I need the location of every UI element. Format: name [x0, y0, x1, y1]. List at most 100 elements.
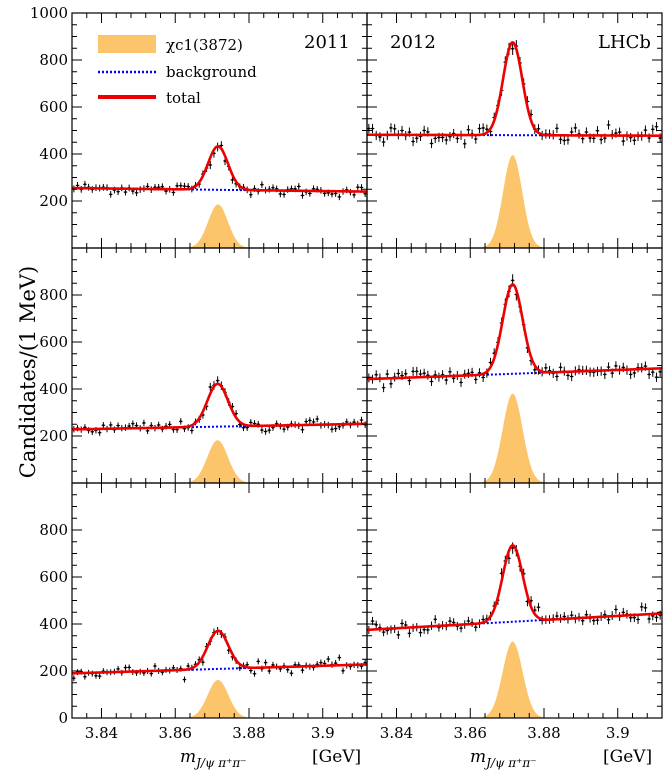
svg-text:mJ/ψ π⁺π⁻: mJ/ψ π⁺π⁻	[180, 747, 247, 770]
data-point	[381, 137, 386, 147]
data-point	[647, 369, 651, 380]
panel-1-0	[72, 376, 367, 483]
experiment-label: LHCb	[598, 32, 651, 53]
year-label-2011: 2011	[304, 32, 350, 53]
data-point	[411, 366, 415, 376]
data-point	[555, 123, 559, 133]
y-tick-label: 800	[39, 521, 68, 539]
legend-signal-swatch	[98, 35, 156, 53]
data-point	[529, 596, 533, 606]
data-point	[127, 664, 131, 671]
data-point	[473, 374, 478, 384]
y-tick-label: 200	[39, 662, 68, 680]
data-point	[396, 369, 401, 378]
data-point	[628, 132, 633, 143]
y-tick-label: 400	[39, 615, 68, 633]
data-point	[101, 422, 106, 429]
data-point	[433, 370, 438, 380]
data-point	[448, 132, 452, 142]
data-point	[643, 125, 648, 135]
data-point	[444, 135, 449, 145]
total-curve	[72, 382, 367, 431]
data-point	[260, 426, 264, 434]
data-point	[462, 139, 467, 149]
data-point	[451, 128, 456, 139]
data-point	[429, 138, 434, 149]
y-tick-label: 1000	[30, 4, 68, 22]
frame-layer: 200 400 600 800 1000 200 400 600 800 0 200 400 600 80…	[30, 4, 663, 727]
data-point	[178, 182, 183, 190]
data-point	[481, 123, 485, 133]
data-point	[134, 422, 139, 429]
legend-signal-label: χc1(3872)	[166, 36, 243, 54]
data-point	[411, 136, 415, 147]
data-point	[407, 629, 412, 638]
data-point	[142, 419, 146, 427]
data-point	[621, 136, 626, 146]
data-point	[267, 426, 272, 434]
data-point	[426, 370, 430, 380]
data-point	[296, 183, 301, 190]
y-axis-title: Candidates/(1 MeV)	[16, 266, 40, 478]
data-point	[359, 416, 364, 424]
data-point	[367, 123, 371, 134]
y-tick-label: 600	[39, 568, 68, 586]
data-point	[569, 371, 574, 382]
data-point	[433, 615, 438, 624]
x-axis-title-left: mJ/ψ π⁺π⁻ [GeV]	[180, 747, 361, 770]
data-point	[547, 366, 552, 376]
data-point	[182, 676, 187, 683]
data-point	[389, 379, 393, 389]
data-points	[367, 39, 662, 149]
data-point	[636, 363, 640, 373]
legend-total-label: total	[166, 89, 201, 107]
data-point	[208, 382, 213, 392]
data-point	[282, 191, 286, 198]
data-point	[389, 123, 393, 133]
signal-area	[367, 393, 662, 483]
data-point	[418, 628, 423, 637]
signal-area	[367, 641, 662, 718]
signal-area	[72, 679, 367, 718]
y-tick-label: 600	[39, 98, 68, 116]
data-point	[97, 673, 102, 680]
x-tick-label: 3.84	[85, 724, 118, 742]
data-point	[544, 363, 548, 373]
data-point	[300, 426, 305, 434]
data-point	[201, 658, 205, 666]
data-points	[367, 542, 662, 640]
data-point	[606, 120, 611, 130]
data-point	[558, 362, 563, 372]
panel-0-1	[367, 39, 662, 248]
data-point	[333, 425, 338, 432]
data-point	[632, 135, 637, 145]
data-point	[647, 614, 651, 624]
data-point	[650, 124, 655, 134]
data-point	[636, 615, 640, 624]
data-point	[108, 421, 113, 429]
panel-2-0	[72, 626, 367, 718]
data-point	[370, 123, 375, 134]
data-point	[97, 429, 102, 436]
data-point	[577, 129, 581, 139]
data-point	[355, 183, 360, 191]
x-axis: 3.84 3.86 3.88 3.9 3.84 3.86 3.88 3.9	[85, 724, 630, 742]
data-point	[396, 630, 401, 640]
y-tick-label: 200	[39, 427, 68, 445]
data-point	[639, 602, 644, 612]
data-point	[566, 135, 570, 145]
x-axis-subscript: J/ψ π⁺π⁻	[193, 756, 247, 770]
data-point	[337, 654, 342, 661]
data-point	[83, 180, 87, 188]
data-point	[249, 191, 253, 199]
x-tick-label: 3.88	[527, 724, 560, 742]
data-point	[190, 427, 194, 434]
svg-text:mJ/ψ π⁺π⁻: mJ/ψ π⁺π⁻	[470, 747, 537, 770]
x-tick-label: 3.86	[159, 724, 192, 742]
y-tick-label: 200	[39, 192, 68, 210]
x-tick-label: 3.9	[606, 724, 630, 742]
data-point	[131, 420, 135, 427]
y-tick-label: 800	[39, 286, 68, 304]
y-tick-label: 0	[58, 709, 68, 727]
